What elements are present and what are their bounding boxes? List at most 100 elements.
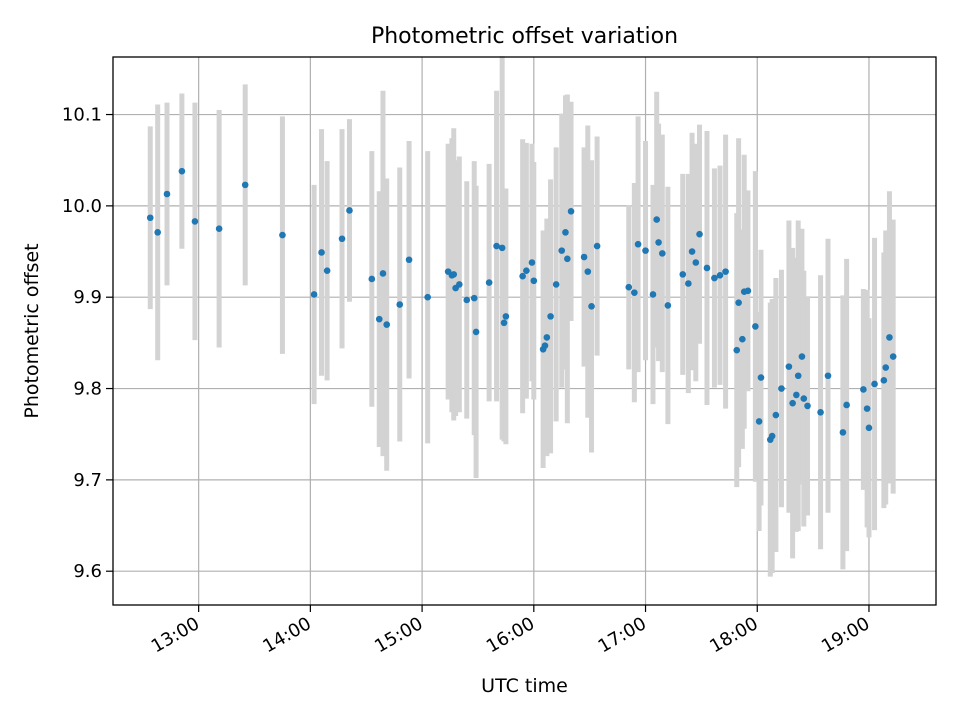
data-point xyxy=(793,391,800,399)
data-point xyxy=(241,181,249,189)
x-tick-label: 15:00 xyxy=(371,613,426,657)
data-point xyxy=(865,424,873,432)
data-point xyxy=(664,302,672,309)
data-point xyxy=(472,328,480,336)
data-point xyxy=(768,432,776,440)
data-point xyxy=(584,268,592,275)
data-point xyxy=(450,271,458,278)
y-tick-label: 9.8 xyxy=(73,379,102,400)
chart-title: Photometric offset variation xyxy=(371,24,678,49)
data-point xyxy=(703,264,711,272)
data-point xyxy=(498,244,506,252)
data-point xyxy=(658,250,666,257)
data-point xyxy=(485,279,493,286)
data-point xyxy=(346,207,353,214)
data-point xyxy=(215,225,223,233)
data-point xyxy=(562,229,569,236)
data-point xyxy=(649,291,657,298)
data-point xyxy=(154,229,161,236)
data-point xyxy=(744,287,752,295)
data-point xyxy=(642,247,649,254)
y-tick-label: 9.7 xyxy=(73,470,102,491)
data-point xyxy=(146,214,154,222)
x-tick-label: 19:00 xyxy=(818,613,873,657)
data-point xyxy=(588,303,595,310)
data-point xyxy=(318,249,325,256)
data-point xyxy=(655,239,662,246)
data-point xyxy=(470,294,478,302)
x-tick-label: 16:00 xyxy=(483,613,538,657)
data-point xyxy=(871,380,878,388)
y-tick-label: 10.0 xyxy=(62,196,102,217)
data-point xyxy=(685,280,692,287)
data-point xyxy=(824,372,832,380)
data-point xyxy=(711,274,718,282)
data-point xyxy=(424,293,431,301)
data-point xyxy=(798,353,806,360)
data-point xyxy=(323,267,331,275)
data-point xyxy=(564,255,571,263)
data-point xyxy=(541,342,549,349)
data-point xyxy=(163,190,171,198)
data-point xyxy=(860,386,867,393)
y-axis-label: Photometric offset xyxy=(21,243,43,418)
data-point xyxy=(755,418,763,425)
data-point xyxy=(800,395,808,402)
data-point xyxy=(778,385,785,392)
y-tick-label: 9.6 xyxy=(73,561,102,582)
data-point xyxy=(625,283,633,291)
data-point xyxy=(804,402,811,410)
x-axis: 13:00 14:00 15:00 16:00 17:00 18:00 19:00 xyxy=(148,605,873,657)
y-axis: 9.6 9.7 9.8 9.9 10.0 10.1 xyxy=(62,105,113,582)
data-point xyxy=(456,281,463,288)
data-point xyxy=(785,363,793,370)
data-point xyxy=(863,405,871,412)
data-point xyxy=(593,242,601,250)
data-points xyxy=(146,167,897,443)
x-tick-label: 17:00 xyxy=(595,613,650,657)
data-point xyxy=(523,267,530,275)
data-point xyxy=(653,216,661,223)
data-point xyxy=(530,277,538,285)
data-point xyxy=(889,353,897,360)
data-point xyxy=(405,256,413,264)
data-point xyxy=(178,167,186,175)
data-point xyxy=(493,242,500,250)
data-point xyxy=(528,259,536,266)
data-point xyxy=(379,270,387,277)
data-point xyxy=(843,401,850,409)
data-point xyxy=(631,289,638,296)
x-axis-label: UTC time xyxy=(481,675,568,697)
x-tick-label: 18:00 xyxy=(706,613,761,657)
data-point xyxy=(191,218,199,225)
data-point xyxy=(552,281,560,288)
data-point xyxy=(692,259,700,266)
data-point xyxy=(722,268,729,275)
x-tick-label: 14:00 xyxy=(259,613,314,657)
data-point xyxy=(757,374,765,381)
data-point xyxy=(752,323,759,330)
data-point xyxy=(500,319,508,327)
plot-area-frame xyxy=(112,56,937,606)
data-point xyxy=(368,275,376,283)
data-point xyxy=(716,271,724,279)
data-point xyxy=(772,411,780,419)
data-point xyxy=(396,301,404,308)
data-point xyxy=(886,334,893,341)
data-point xyxy=(375,315,383,323)
data-point xyxy=(817,408,824,416)
data-point xyxy=(547,313,554,320)
data-point xyxy=(735,299,742,306)
data-point xyxy=(733,346,741,354)
data-point xyxy=(383,321,391,328)
data-point xyxy=(567,208,575,215)
data-point xyxy=(880,377,888,384)
data-point xyxy=(502,313,510,320)
data-point xyxy=(794,372,802,380)
data-point xyxy=(882,364,890,371)
data-point xyxy=(463,296,471,304)
data-point xyxy=(338,235,346,243)
data-point xyxy=(839,429,847,436)
x-tick-label: 13:00 xyxy=(148,613,203,657)
